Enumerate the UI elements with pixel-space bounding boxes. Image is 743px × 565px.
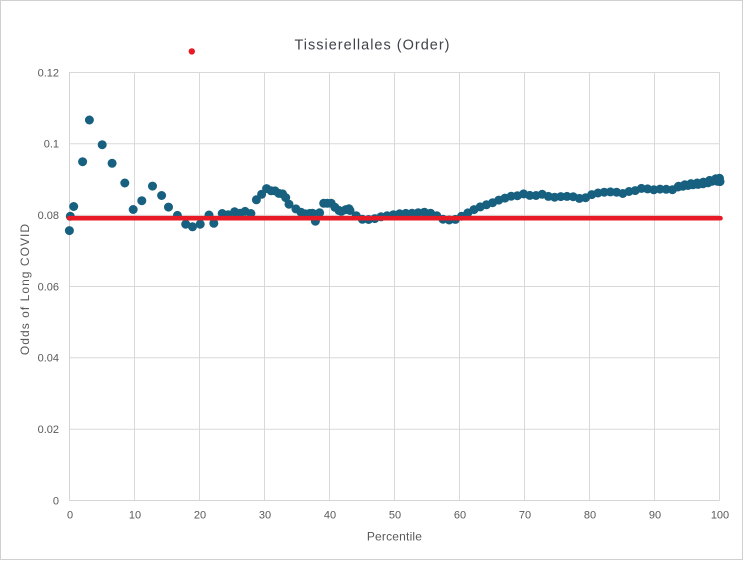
svg-text:100: 100 — [711, 510, 729, 522]
svg-text:0.06: 0.06 — [38, 281, 59, 293]
svg-text:0.02: 0.02 — [38, 424, 59, 436]
svg-text:60: 60 — [454, 510, 466, 522]
svg-text:50: 50 — [389, 510, 401, 522]
svg-text:0.12: 0.12 — [38, 67, 59, 79]
svg-text:0.1: 0.1 — [44, 139, 59, 151]
svg-text:0.04: 0.04 — [38, 353, 59, 365]
svg-text:90: 90 — [649, 510, 661, 522]
svg-text:80: 80 — [584, 510, 596, 522]
svg-text:0: 0 — [67, 510, 73, 522]
svg-text:40: 40 — [324, 510, 336, 522]
svg-text:0.08: 0.08 — [38, 210, 59, 222]
svg-text:20: 20 — [194, 510, 206, 522]
svg-text:30: 30 — [259, 510, 271, 522]
svg-text:Odds of Long COVID: Odds of Long COVID — [18, 223, 32, 355]
svg-text:10: 10 — [129, 510, 141, 522]
svg-text:Tissierellales (Order): Tissierellales (Order) — [294, 38, 450, 54]
svg-text:0: 0 — [53, 495, 59, 507]
svg-text:Percentile: Percentile — [367, 530, 422, 544]
svg-text:70: 70 — [519, 510, 531, 522]
